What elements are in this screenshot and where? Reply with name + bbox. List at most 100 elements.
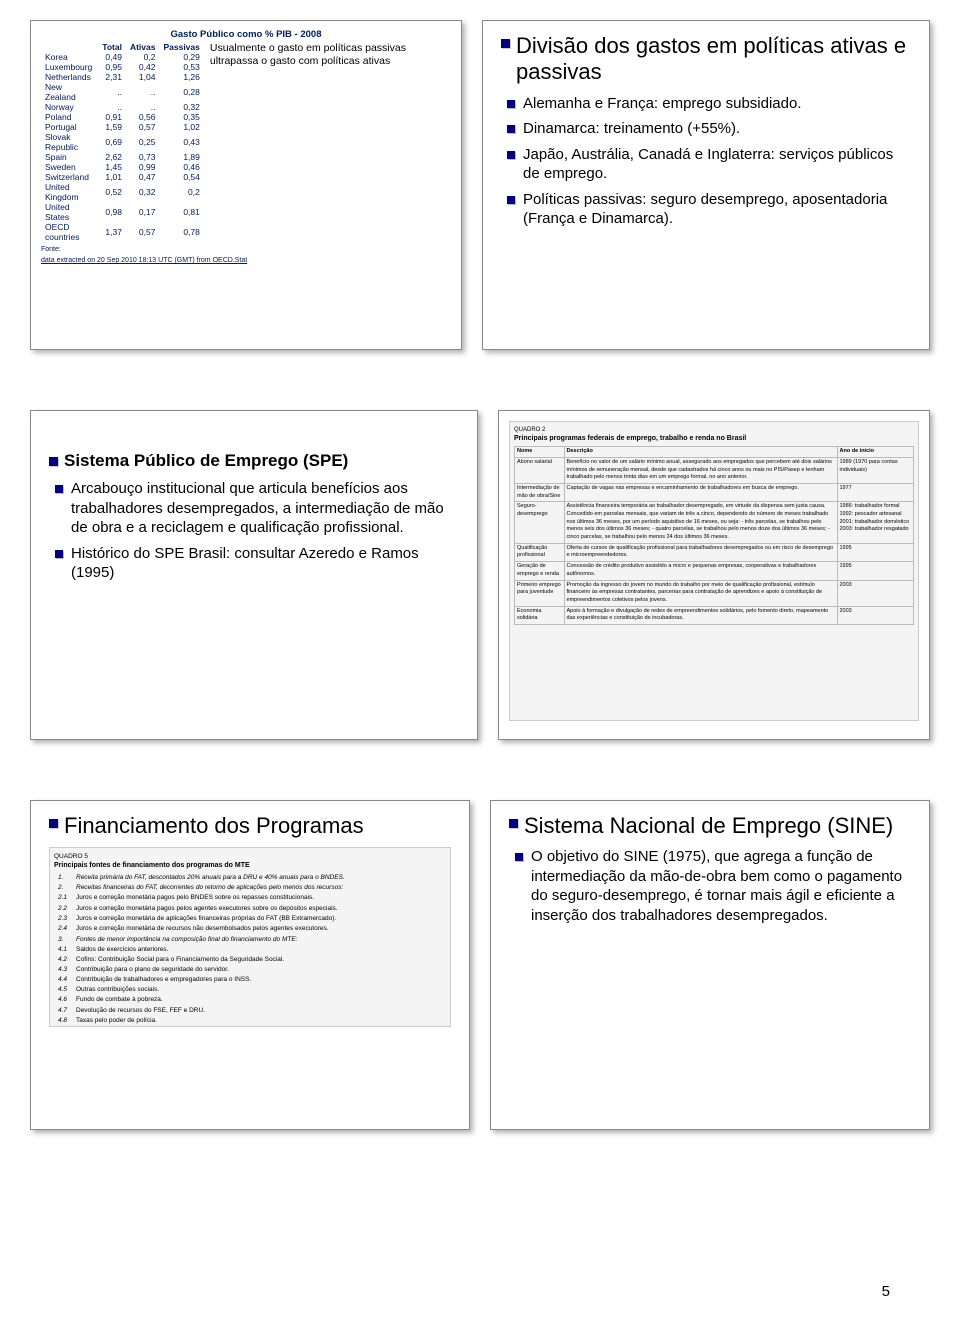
- item-number: 2.3: [58, 914, 72, 923]
- quadro-label: QUADRO 2: [514, 426, 914, 434]
- item-text: Juros e correção monetária de recursos n…: [76, 924, 329, 933]
- cell: Primeiro emprego para juventude: [515, 580, 565, 606]
- cell: Oferta de cursos de qualificação profiss…: [564, 543, 837, 561]
- cell: Captação de vagas nas empresas e encamin…: [564, 483, 837, 501]
- item-text: Outras contribuições sociais.: [76, 985, 159, 994]
- item-text: Recursos de convênios.: [76, 1026, 145, 1028]
- list-item: 4.9Recursos de convênios.: [58, 1026, 446, 1028]
- cell: 0,2: [159, 182, 203, 202]
- table-row: Abono salarialBenefício no valor de um s…: [515, 457, 914, 483]
- cell: 0,46: [159, 162, 203, 172]
- bullet-list: Arcabouço institucional que articula ben…: [49, 479, 459, 583]
- side-note: Usualmente o gasto em políticas passivas…: [210, 42, 451, 68]
- slide-gasto-publico: Gasto Público como % PIB - 2008 TotalAti…: [30, 20, 462, 350]
- cell: 0,57: [126, 122, 160, 132]
- table-row: United States0,980,170,81: [41, 202, 204, 222]
- list-item: 4.1Saldos de exercícios anteriores.: [58, 945, 446, 954]
- bullet-marker-icon: [507, 196, 515, 204]
- cell: United States: [41, 202, 98, 222]
- list-item: 1.Receita primária do FAT, descontados 2…: [58, 873, 446, 882]
- item-number: 4.2: [58, 955, 72, 964]
- list-item: 4.7 Devolução de recursos do FSE, FEF e D…: [58, 1006, 446, 1015]
- cell: 1,26: [159, 72, 203, 82]
- cell: 0,52: [98, 182, 126, 202]
- bullet-item: O objetivo do SINE (1975), que agrega a …: [515, 847, 911, 925]
- item-number: 4.1: [58, 945, 72, 954]
- item-number: 4.4: [58, 975, 72, 984]
- bullet-marker-icon: [515, 853, 523, 861]
- bullet-text: O objetivo do SINE (1975), que agrega a …: [531, 847, 911, 925]
- cell: 0,25: [126, 132, 160, 152]
- item-number: 2.4: [58, 924, 72, 933]
- cell: 1,04: [126, 72, 160, 82]
- bullet-text: Dinamarca: treinamento (+55%).: [523, 119, 911, 139]
- cell: 1986: trabalhador formal 1992: pescador …: [837, 502, 914, 543]
- item-number: 4.6: [58, 995, 72, 1004]
- bullet-marker-icon: [507, 151, 515, 159]
- slide-sine: Sistema Nacional de Emprego (SINE) O obj…: [490, 800, 930, 1130]
- slide-spe: Sistema Público de Emprego (SPE) Arcabou…: [30, 410, 478, 740]
- table-row: New Zealand....0,28: [41, 82, 204, 102]
- item-text: Cofins: Contribuição Social para o Finan…: [76, 955, 284, 964]
- slide-quadro2: QUADRO 2 Principais programas federais d…: [498, 410, 930, 740]
- cell: Poland: [41, 112, 98, 122]
- table-row: Norway....0,32: [41, 102, 204, 112]
- cell: Norway: [41, 102, 98, 112]
- bullet-text: Alemanha e França: emprego subsidiado.: [523, 94, 911, 114]
- table-row: Luxembourg0,950,420,53: [41, 62, 204, 72]
- table-row: OECD countries1,370,570,78: [41, 222, 204, 242]
- cell: 0,49: [98, 52, 126, 62]
- bullet-marker-icon: [507, 100, 515, 108]
- item-number: 4.7: [58, 1006, 72, 1015]
- table-row: Intermediação de mão de obra/SineCaptaçã…: [515, 483, 914, 501]
- item-text: Contribuição de trabalhadores e empregad…: [76, 975, 251, 984]
- bullet-item: Políticas passivas: seguro desemprego, a…: [507, 190, 911, 229]
- cell: 1,89: [159, 152, 203, 162]
- list-item: 4.4 Contribuição de trabalhadores e empre…: [58, 975, 446, 984]
- cell: Benefício no valor de um salário mínimo …: [564, 457, 837, 483]
- cell: 1,01: [98, 172, 126, 182]
- cell: Slovak Republic: [41, 132, 98, 152]
- cell: Promoção da ingresso do jovem no mundo d…: [564, 580, 837, 606]
- item-number: 2.2: [58, 904, 72, 913]
- col-header: Total: [98, 42, 126, 52]
- cell: 2,62: [98, 152, 126, 162]
- cell: Apoio à formação e divulgação de redes d…: [564, 606, 837, 624]
- table-row: Primeiro emprego para juventudePromoção …: [515, 580, 914, 606]
- cell: Sweden: [41, 162, 98, 172]
- cell: Portugal: [41, 122, 98, 132]
- fonte-label: Fonte:: [41, 246, 451, 253]
- slide-title: Sistema Nacional de Emprego (SINE): [524, 813, 893, 839]
- cell: 1977: [837, 483, 914, 501]
- cell: 0,17: [126, 202, 160, 222]
- bullet-item: Histórico do SPE Brasil: consultar Azere…: [55, 544, 459, 583]
- item-text: Taxas pelo poder de polícia.: [76, 1016, 157, 1025]
- cell: Seguro-desemprego: [515, 502, 565, 543]
- cell: 1,02: [159, 122, 203, 132]
- cell: 1989 (1970 para contas individuais): [837, 457, 914, 483]
- bullet-item: Dinamarca: treinamento (+55%).: [507, 119, 911, 139]
- item-text: Juros e correção monetária de aplicações…: [76, 914, 336, 923]
- list-item: 2.1Juros e correção monetária pagos pelo…: [58, 893, 446, 902]
- table-row: Qualificação profissionalOferta de curso…: [515, 543, 914, 561]
- bullet-text: Políticas passivas: seguro desemprego, a…: [523, 190, 911, 229]
- cell: 0,81: [159, 202, 203, 222]
- cell: 0,35: [159, 112, 203, 122]
- item-text: Devolução de recursos do FSE, FEF e DRU.: [76, 1006, 205, 1015]
- bullet-text: Arcabouço institucional que articula ben…: [71, 479, 459, 538]
- list-item: 4.8Taxas pelo poder de polícia.: [58, 1016, 446, 1025]
- cell: 1,37: [98, 222, 126, 242]
- table-row: Switzerland1,010,470,54: [41, 172, 204, 182]
- cell: 0,47: [126, 172, 160, 182]
- cell: ..: [126, 82, 160, 102]
- bullet-text: Histórico do SPE Brasil: consultar Azere…: [71, 544, 459, 583]
- cell: OECD countries: [41, 222, 98, 242]
- bullet-marker-icon: [507, 125, 515, 133]
- table-row: United Kingdom0,520,320,2: [41, 182, 204, 202]
- cell: Netherlands: [41, 72, 98, 82]
- table-row: Slovak Republic0,690,250,43: [41, 132, 204, 152]
- item-text: Juros e correção monetária pagos pelos a…: [76, 904, 338, 913]
- cell: 0,78: [159, 222, 203, 242]
- title-marker-icon: [49, 457, 58, 466]
- list-item: 4.2 Cofins: Contribuição Social para o Fi…: [58, 955, 446, 964]
